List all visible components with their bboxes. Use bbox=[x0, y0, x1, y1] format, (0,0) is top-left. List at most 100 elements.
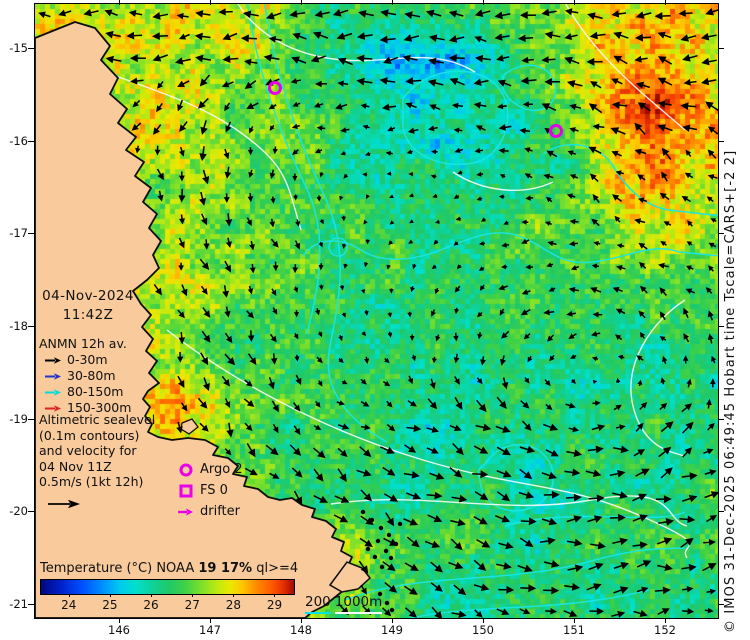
current-vector-head bbox=[544, 78, 552, 86]
current-vector-head bbox=[708, 539, 716, 546]
current-vector-head bbox=[710, 378, 716, 385]
current-vector-head bbox=[706, 448, 714, 455]
current-vector-head bbox=[587, 12, 596, 20]
current-vector-head bbox=[611, 151, 619, 157]
current-vector-head bbox=[384, 609, 392, 617]
current-vector-head bbox=[569, 174, 576, 180]
current-vector-head bbox=[634, 55, 642, 63]
current-vector-head bbox=[590, 287, 598, 294]
argo-circle-icon bbox=[179, 463, 193, 476]
current-vector-head bbox=[295, 221, 301, 227]
current-vector-head bbox=[457, 587, 467, 596]
x-axis-tick-top bbox=[301, 0, 302, 5]
current-vector-head bbox=[639, 331, 646, 338]
current-vector-head bbox=[592, 194, 599, 201]
current-vector-head bbox=[659, 192, 667, 200]
current-vector-head bbox=[613, 55, 623, 63]
current-vector-head bbox=[224, 401, 231, 408]
altimetry-note-line: Altimetric sealevel bbox=[39, 412, 156, 427]
current-vector-head bbox=[548, 471, 557, 480]
current-vector-head bbox=[523, 333, 530, 340]
current-vector-head bbox=[480, 359, 486, 366]
platform-marker-legend: Argo 2 FS 0 drifter bbox=[178, 459, 243, 522]
colorbar-tick-label: 29 bbox=[266, 598, 283, 612]
current-vector-head bbox=[683, 307, 689, 315]
current-vector-head bbox=[379, 77, 388, 85]
current-vector-head bbox=[449, 78, 459, 86]
current-vector-head bbox=[641, 468, 650, 476]
current-vector-head bbox=[403, 34, 413, 42]
current-vector-head bbox=[178, 175, 185, 182]
marker-legend-row: Argo 2 bbox=[178, 459, 243, 480]
current-vector-head bbox=[242, 10, 252, 19]
current-vector-head bbox=[339, 285, 345, 291]
current-vector-head bbox=[293, 333, 299, 340]
islet bbox=[379, 564, 385, 570]
current-vector-head bbox=[129, 54, 138, 63]
islet bbox=[386, 532, 392, 538]
current-vector-head bbox=[661, 608, 670, 615]
peninsula bbox=[328, 561, 372, 593]
current-vector-head bbox=[408, 445, 417, 453]
current-vector-head bbox=[408, 239, 414, 244]
current-vector-head bbox=[225, 335, 233, 344]
current-vector-head bbox=[527, 356, 533, 363]
depth-arrow-icon bbox=[45, 388, 61, 396]
current-vector-head bbox=[595, 445, 604, 454]
current-vector-head bbox=[570, 354, 576, 359]
current-vector-head bbox=[595, 400, 601, 406]
marker-legend-row: FS 0 bbox=[178, 480, 243, 501]
current-vector-head bbox=[431, 149, 437, 155]
current-vector-head bbox=[499, 400, 507, 409]
current-vector-head bbox=[639, 609, 648, 617]
current-vector-head bbox=[664, 467, 673, 476]
current-vector-head bbox=[615, 170, 622, 176]
current-vector-head bbox=[453, 241, 459, 246]
current-vector-head bbox=[244, 81, 253, 89]
current-vector-head bbox=[642, 560, 652, 568]
current-vector-head bbox=[708, 422, 715, 430]
current-vector-head bbox=[181, 404, 188, 412]
current-vector-head bbox=[480, 470, 489, 479]
current-vector-head bbox=[634, 148, 642, 156]
current-vector-head bbox=[105, 55, 114, 64]
current-vector-head bbox=[477, 562, 487, 571]
current-vector-head bbox=[155, 287, 162, 296]
current-vector-head bbox=[338, 335, 343, 342]
current-vector-head bbox=[312, 31, 322, 39]
current-vector-head bbox=[200, 401, 208, 409]
y-axis-tick bbox=[28, 419, 34, 420]
current-vector-head bbox=[222, 290, 229, 298]
current-vector-head bbox=[178, 195, 186, 203]
current-vector-head bbox=[524, 173, 531, 179]
current-vector-head bbox=[548, 286, 555, 292]
current-vector-head bbox=[364, 358, 370, 364]
current-vector-head bbox=[364, 424, 371, 431]
current-vector-head bbox=[479, 517, 488, 525]
current-vector-head bbox=[711, 355, 717, 362]
current-vector-head bbox=[501, 515, 511, 523]
current-vector-head bbox=[710, 218, 716, 223]
current-vector-head bbox=[271, 289, 277, 296]
current-vector-head bbox=[569, 103, 577, 111]
current-vector-head bbox=[455, 446, 464, 455]
current-vector-head bbox=[496, 54, 504, 62]
argo-float-marker bbox=[549, 124, 563, 138]
current-vector-head bbox=[478, 266, 485, 271]
current-vector-head bbox=[549, 423, 559, 431]
current-vector-head bbox=[663, 221, 670, 227]
current-vector-head bbox=[503, 562, 512, 570]
sealevel-contour-cyan bbox=[542, 143, 718, 217]
current-vector-head bbox=[154, 149, 161, 156]
current-vector-head bbox=[245, 424, 253, 432]
current-vector-head bbox=[409, 518, 419, 526]
current-vector-head bbox=[386, 264, 391, 270]
colorbar-gradient bbox=[40, 579, 295, 595]
current-vector-head bbox=[663, 537, 673, 545]
current-vector-head bbox=[435, 335, 441, 342]
current-vector-head bbox=[126, 31, 135, 40]
current-vector-head bbox=[481, 540, 491, 548]
current-vector-head bbox=[386, 517, 395, 527]
current-vector-head bbox=[611, 10, 620, 18]
